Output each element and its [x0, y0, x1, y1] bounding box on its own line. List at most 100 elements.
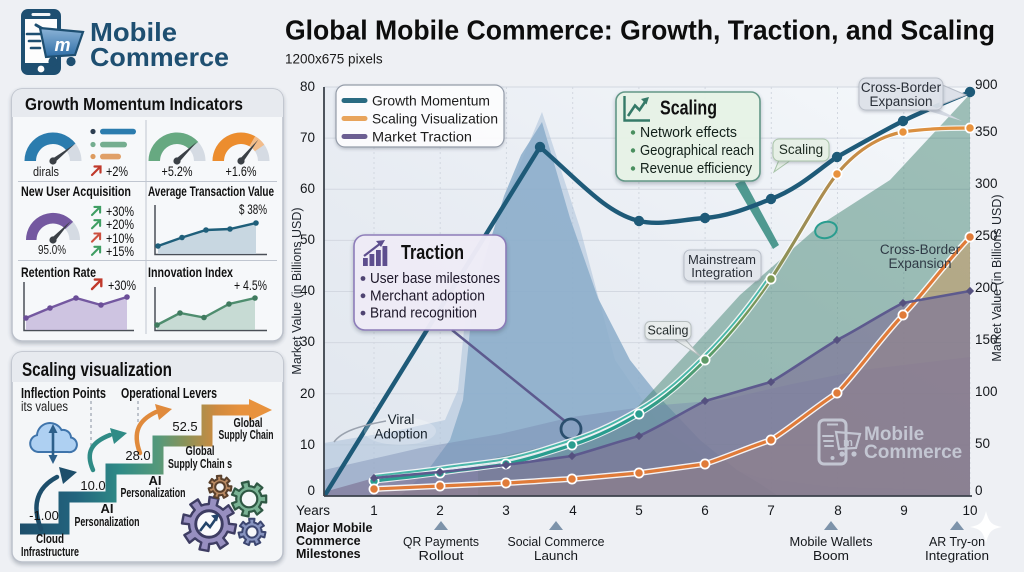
svg-text:60: 60 [300, 181, 315, 196]
svg-text:Geographical reach: Geographical reach [640, 142, 754, 159]
svg-text:Years: Years [296, 503, 330, 518]
svg-text:40: 40 [300, 283, 315, 298]
svg-text:Operational Levers: Operational Levers [121, 386, 217, 402]
svg-text:m: m [54, 35, 70, 55]
svg-text:Infrastructure: Infrastructure [21, 544, 79, 559]
svg-text:Scaling Visualization: Scaling Visualization [372, 110, 498, 126]
svg-text:Personalization: Personalization [121, 485, 186, 500]
svg-text:Scaling visualization: Scaling visualization [22, 360, 172, 381]
svg-text:+5.2%: +5.2% [162, 164, 193, 179]
svg-text:$ 38%: $ 38% [239, 202, 267, 217]
svg-text:Average Transaction Value: Average Transaction Value [148, 184, 274, 199]
svg-text:Rollout: Rollout [419, 548, 464, 563]
svg-text:5: 5 [635, 503, 643, 518]
svg-text:Supply Chain: Supply Chain [219, 427, 274, 442]
svg-text:Commerce: Commerce [864, 442, 962, 463]
svg-text:+1.6%: +1.6% [226, 164, 257, 179]
svg-text:Scaling: Scaling [648, 324, 689, 338]
svg-text:4: 4 [569, 503, 577, 518]
svg-text:95.0%: 95.0% [38, 242, 66, 257]
svg-text:dirals: dirals [33, 164, 59, 179]
svg-text:Global: Global [186, 443, 215, 458]
svg-text:AI: AI [149, 473, 162, 488]
svg-text:+2%: +2% [106, 164, 128, 179]
svg-text:10: 10 [300, 437, 315, 452]
svg-text:Inflection Points: Inflection Points [21, 386, 106, 402]
svg-text:Market Traction: Market Traction [372, 128, 472, 144]
svg-text:Traction: Traction [401, 242, 464, 264]
svg-text:Commerce: Commerce [296, 534, 361, 548]
svg-text:Adoption: Adoption [374, 427, 427, 442]
svg-text:+30%: +30% [108, 278, 136, 293]
svg-text:+15%: +15% [106, 244, 134, 259]
svg-text:7: 7 [767, 503, 775, 518]
svg-text:User base milestones: User base milestones [370, 270, 500, 287]
svg-text:6: 6 [701, 503, 709, 518]
svg-text:52.5: 52.5 [172, 419, 197, 434]
svg-text:Mainstream: Mainstream [688, 252, 756, 267]
svg-text:80: 80 [300, 79, 315, 94]
svg-text:Market Value (in Billions USD): Market Value (in Billions USD) [990, 194, 1004, 361]
svg-text:+ 4.5%: + 4.5% [234, 278, 267, 293]
svg-text:AR Try-on: AR Try-on [929, 534, 985, 549]
svg-text:+10%: +10% [106, 231, 134, 246]
svg-text:Retention Rate: Retention Rate [21, 264, 96, 280]
svg-text:New User Acquisition: New User Acquisition [21, 183, 131, 199]
svg-text:9: 9 [900, 503, 908, 518]
svg-text:70: 70 [300, 130, 315, 145]
svg-text:Innovation Index: Innovation Index [148, 264, 233, 280]
svg-text:200: 200 [975, 280, 998, 295]
svg-text:m: m [843, 437, 853, 449]
svg-text:28.0: 28.0 [125, 448, 150, 463]
svg-text:Scaling: Scaling [779, 142, 823, 157]
svg-text:-1.00: -1.00 [29, 508, 59, 523]
svg-text:Global Mobile Commerce: Growth: Global Mobile Commerce: Growth, Traction… [285, 15, 995, 46]
svg-text:Global: Global [234, 415, 263, 430]
svg-text:Network effects: Network effects [640, 124, 737, 141]
svg-text:8: 8 [834, 503, 842, 518]
svg-text:Growth Momentum Indicators: Growth Momentum Indicators [25, 94, 243, 114]
svg-text:Launch: Launch [534, 548, 578, 563]
svg-text:Market Value (in Billions USD): Market Value (in Billions USD) [290, 207, 304, 374]
svg-text:0: 0 [307, 483, 315, 498]
svg-text:Mobile Wallets: Mobile Wallets [790, 534, 873, 549]
svg-text:Cross-Border: Cross-Border [880, 242, 961, 257]
svg-text:Growth Momentum: Growth Momentum [372, 92, 490, 108]
svg-text:Merchant adoption: Merchant adoption [370, 287, 485, 304]
svg-text:Boom: Boom [813, 548, 849, 563]
svg-text:100: 100 [975, 384, 998, 399]
svg-text:+20%: +20% [106, 217, 134, 232]
svg-text:1200x675 pixels: 1200x675 pixels [285, 52, 383, 67]
svg-text:50: 50 [975, 436, 990, 451]
svg-text:QR Payments: QR Payments [403, 534, 479, 549]
svg-text:10.0: 10.0 [80, 478, 105, 493]
svg-text:10: 10 [962, 503, 977, 518]
svg-text:Brand recognition: Brand recognition [370, 305, 477, 322]
svg-text:Cloud: Cloud [36, 531, 64, 546]
svg-text:Social Commerce: Social Commerce [508, 534, 605, 549]
svg-text:Mobile: Mobile [90, 17, 177, 47]
svg-text:150: 150 [975, 332, 998, 347]
svg-text:20: 20 [300, 386, 315, 401]
svg-text:2: 2 [436, 503, 444, 518]
svg-text:50: 50 [300, 232, 315, 247]
svg-text:Integration: Integration [691, 265, 752, 280]
svg-text:Expansion: Expansion [888, 256, 951, 271]
svg-text:its values: its values [21, 399, 68, 414]
svg-text:900: 900 [975, 77, 998, 92]
svg-text:+30%: +30% [106, 204, 134, 219]
svg-text:0: 0 [975, 483, 983, 498]
svg-text:Supply Chain s: Supply Chain s [168, 456, 232, 471]
svg-text:350: 350 [975, 124, 998, 139]
svg-text:Milestones: Milestones [296, 547, 361, 561]
svg-text:Mobile: Mobile [864, 424, 924, 445]
svg-text:Integration: Integration [925, 548, 989, 563]
svg-text:Major Mobile: Major Mobile [296, 521, 372, 535]
svg-text:Revenue efficiency: Revenue efficiency [640, 160, 752, 177]
svg-text:Scaling: Scaling [660, 98, 717, 120]
svg-text:Cross-Border: Cross-Border [861, 80, 942, 95]
svg-text:Expansion: Expansion [869, 94, 932, 109]
svg-text:1: 1 [370, 503, 378, 518]
svg-text:Personalization: Personalization [75, 514, 140, 529]
svg-text:3: 3 [502, 503, 510, 518]
